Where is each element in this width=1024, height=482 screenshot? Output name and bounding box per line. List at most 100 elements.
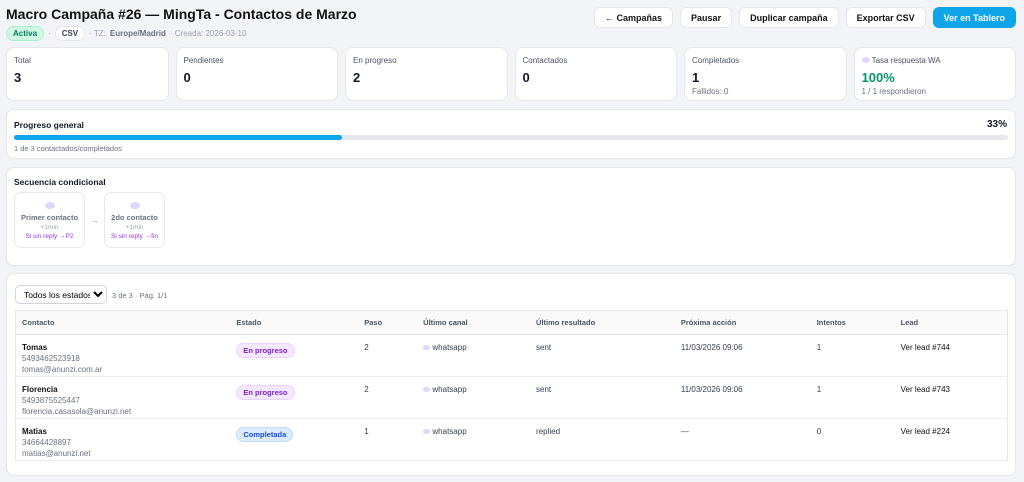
step-condition: Si sin reply →P2 [25,233,74,240]
contact-email: tomas@anunzi.com.ar [22,365,103,374]
stat-value: 1 [692,70,700,85]
contacts-card: Todos los estados 3 de 3 · Pág. 1/1 Cont… [6,273,1016,476]
pagination-info: 3 de 3 · Pág. 1/1 [112,291,168,300]
stat-wa-reply-rate: Tasa respuesta WA 100% 1 / 1 respondieron [853,47,1016,101]
chat-bubble-icon [861,57,870,63]
contact-name: Tomas [22,343,48,352]
view-board-button[interactable]: Ver en Tablero [932,7,1016,28]
stat-value: 3 [14,70,22,85]
created-date: · Creada: 2026-03-10 [169,29,247,38]
step-condition: Si sin reply →fin [111,233,158,240]
chat-bubble-icon [129,202,140,209]
stat-label: Total [14,56,31,65]
progress-caption: 1 de 3 contactados/completados [14,144,122,153]
separator: · [48,29,51,38]
result-cell: sent [530,334,675,377]
contact-phone: 5493462523918 [22,354,80,363]
contact-phone: 5493875525447 [22,396,80,405]
contact-phone: 34664428897 [22,438,71,447]
chat-bubble-icon [44,202,55,209]
contact-cell: Florencia 5493875525447 florencia.casasola… [15,376,231,419]
page-header: Macro Campaña #26 — MingTa - Contactos d… [6,6,357,41]
sequence-title: Secuencia condicional [14,177,106,187]
sequence-card: Secuencia condicional Primer contacto +1m… [6,167,1016,266]
stat-value: 2 [353,70,361,85]
table-row: Tomas 5493462523918 tomas@anunzi.com.ar En… [15,334,1008,377]
contact-name: Florencia [22,385,58,394]
step-cell: 1 [358,418,418,461]
next-action-cell: 11/03/2026 09:06 [674,376,811,419]
stat-sub: 1 / 1 respondieron [861,87,927,96]
progress-card: Progreso general 33% 1 de 3 contactados/… [6,109,1016,159]
page-title: Macro Campaña #26 — MingTa - Contactos d… [6,6,357,22]
attempts-cell: 1 [810,334,895,377]
contact-email: matias@anunzi.net [22,449,91,458]
column-header: Último canal [417,310,531,335]
progress-bar [14,135,1008,140]
status-badge: En progreso [236,343,295,358]
column-header: Último resultado [530,310,675,335]
stat-value: 100% [861,70,895,85]
progress-title: Progreso general [14,120,84,130]
view-lead-link[interactable]: Ver lead #744 [900,343,950,352]
stat-total: Total 3 [6,47,169,101]
sequence-step: Primer contacto +1min Si sin reply →P2 [14,192,85,248]
result-cell: sent [530,376,675,419]
step-cell: 2 [358,376,418,419]
result-cell: replied [530,418,675,461]
contact-name: Matias [22,427,47,436]
tz-label: · TZ: [89,29,106,38]
stat-pending: Pendientes 0 [175,47,338,101]
status-filter-select[interactable]: Todos los estados [15,285,107,304]
contact-cell: Matias 34664428897 matias@anunzi.net [15,418,231,461]
pause-button[interactable]: Pausar [680,7,733,28]
view-lead-link[interactable]: Ver lead #743 [900,385,950,394]
contacts-table: Contacto Estado Paso Último canal Último res… [15,310,1008,461]
chat-bubble-icon [423,429,431,434]
view-lead-link[interactable]: Ver lead #224 [900,427,950,436]
stat-sub: Fallidos: 0 [692,87,729,96]
stat-label: Completados [692,56,740,65]
chat-bubble-icon [423,345,431,350]
step-delay: +1min [40,224,59,231]
export-csv-button[interactable]: Exportar CSV [845,7,926,28]
channel-cell: whatsapp [417,376,531,419]
status-badge: Activa [6,26,45,41]
stats-row: Total 3 Pendientes 0 En progreso 2 Contacta… [6,47,1016,101]
back-campaigns-button[interactable]: ← Campañas [594,7,674,28]
stat-contacted: Contactados 0 [514,47,677,101]
column-header: Contacto [15,310,231,335]
step-name: Primer contacto [20,213,79,222]
source-badge: CSV [54,26,86,41]
stat-label: Contactados [522,56,568,65]
arrow-right-icon: → [90,215,99,225]
contact-email: florencia.casasola@anunzi.net [22,407,132,416]
stat-value: 0 [183,70,191,85]
progress-percent: 33% [986,119,1007,130]
step-name: 2do contacto [111,213,158,222]
table-row: Florencia 5493875525447 florencia.casasola… [15,376,1008,419]
step-cell: 2 [358,334,418,377]
next-action-cell: — [674,418,811,461]
stat-value: 0 [522,70,530,85]
chat-bubble-icon [423,387,431,392]
duplicate-button[interactable]: Duplicar campaña [739,7,839,28]
next-action-cell: 11/03/2026 09:06 [674,334,811,377]
channel-name: whatsapp [432,385,467,394]
stat-label: Pendientes [183,56,224,65]
channel-cell: whatsapp [417,334,531,377]
progress-fill [14,135,343,140]
tz-value: Europe/Madrid [109,29,166,38]
sequence-step: 2do contacto +1min Si sin reply →fin [104,192,165,248]
column-header: Próxima acción [674,310,811,335]
channel-name: whatsapp [432,427,467,436]
column-header: Estado [230,310,359,335]
column-header: Paso [358,310,418,335]
column-header: Intentos [810,310,895,335]
channel-name: whatsapp [432,343,467,352]
stat-label: Tasa respuesta WA [871,56,941,65]
stat-in-progress: En progreso 2 [345,47,508,101]
stat-completed: Completados 1 Fallidos: 0 [684,47,847,101]
attempts-cell: 1 [810,376,895,419]
channel-cell: whatsapp [417,418,531,461]
